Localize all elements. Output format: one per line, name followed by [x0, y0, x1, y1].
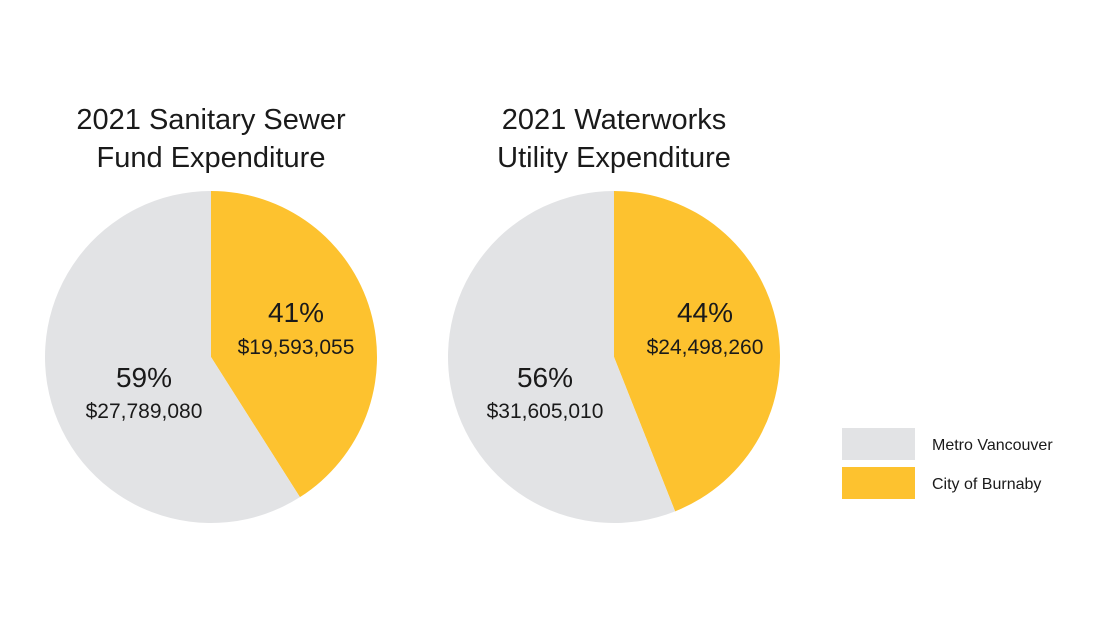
chart-title-line: 2021 Sanitary Sewer: [76, 104, 346, 136]
legend: Metro Vancouver City of Burnaby: [842, 428, 1053, 499]
legend-label-metro-vancouver: Metro Vancouver: [932, 437, 1053, 454]
slice-value-label: $19,593,055: [238, 336, 355, 359]
slice-percent-label: 44%: [677, 297, 733, 328]
chart-title-line: Fund Expenditure: [97, 142, 326, 174]
pie-slice-metro-vancouver: [447, 190, 676, 524]
slice-value-label: $24,498,260: [647, 336, 764, 359]
slice-value-label: $27,789,080: [86, 400, 203, 423]
chart-title-line: Utility Expenditure: [497, 142, 731, 174]
legend-swatch-metro-vancouver: [842, 428, 915, 460]
legend-label-city-of-burnaby: City of Burnaby: [932, 476, 1041, 493]
pie-slice-city-of-burnaby: [211, 191, 377, 498]
pie-chart-2: 2021 Waterworks Utility Expenditure 44% $24…: [447, 104, 780, 524]
pie-slice-metro-vancouver: [44, 191, 300, 523]
slice-percent-label: 41%: [268, 297, 324, 328]
slice-percent-label: 59%: [116, 362, 172, 393]
pie-chart-1: 2021 Sanitary Sewer Fund Expenditure 41% $1…: [44, 104, 377, 523]
chart-title-line: 2021 Waterworks: [502, 104, 727, 136]
legend-swatch-city-of-burnaby: [842, 467, 915, 499]
slice-percent-label: 56%: [517, 362, 573, 393]
pie-slice-city-of-burnaby: [614, 190, 780, 512]
slice-value-label: $31,605,010: [487, 400, 604, 423]
